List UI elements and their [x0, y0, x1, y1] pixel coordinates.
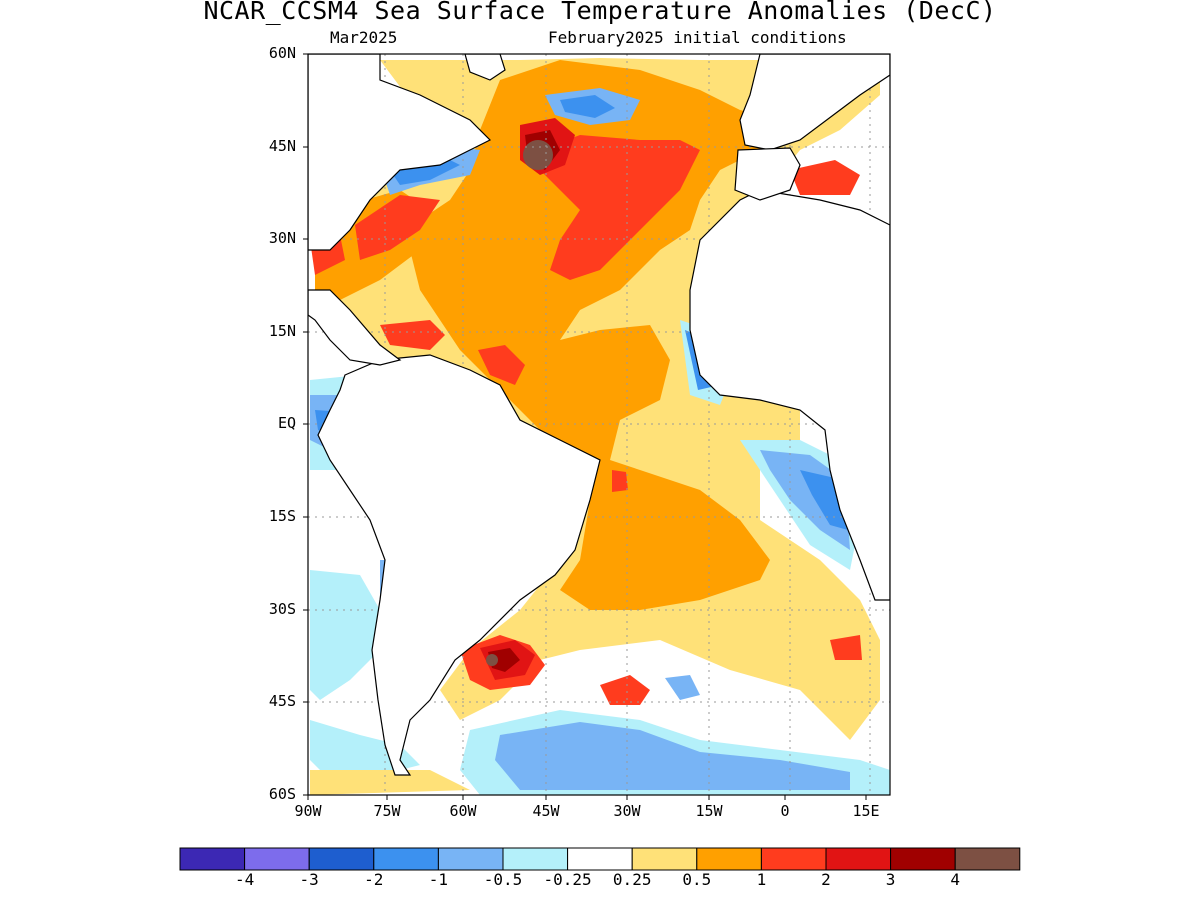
lat-label: 45S — [268, 692, 296, 710]
iberia — [734, 147, 801, 201]
forecast-month: Mar2025 — [330, 28, 398, 47]
anomaly-region — [600, 675, 650, 705]
colorbar-swatch — [179, 847, 246, 871]
colorbar-swatch — [502, 847, 569, 871]
colorbar-label: 0.25 — [612, 870, 652, 889]
central-america — [308, 289, 402, 366]
europe — [739, 54, 890, 151]
colorbar-swatch — [308, 847, 375, 871]
axis-ticks — [303, 53, 867, 800]
south-america — [317, 354, 601, 776]
lon-label: 75W — [373, 802, 401, 820]
anomaly-region — [310, 570, 380, 700]
anomaly-region — [830, 635, 862, 660]
colorbar-swatch — [760, 847, 827, 871]
anomaly-region — [612, 470, 628, 492]
colorbar-swatch — [890, 847, 956, 871]
continents — [308, 54, 890, 776]
africa — [689, 189, 890, 601]
lat-label: 30N — [268, 229, 296, 247]
anomaly-region — [790, 160, 860, 195]
anomaly-region — [540, 135, 700, 280]
lat-label: 45N — [268, 137, 296, 155]
lat-label: EQ — [277, 414, 296, 432]
lat-label: 30S — [268, 600, 296, 618]
lon-label: 15E — [852, 802, 880, 820]
colorbar-label: 1 — [756, 870, 767, 889]
anomaly-region — [355, 195, 440, 260]
colorbar-swatch — [631, 847, 698, 871]
lon-label: 90W — [294, 802, 322, 820]
colorbar-swatch — [954, 847, 1021, 871]
colorbar-swatch — [567, 847, 633, 871]
anomaly-region — [488, 648, 520, 672]
colorbar-swatch — [696, 847, 762, 871]
lat-label: 60N — [268, 44, 296, 62]
colorbar-swatch — [244, 847, 310, 871]
anomaly-region — [478, 345, 525, 385]
anomaly-region — [560, 95, 615, 118]
anomaly-region — [410, 60, 780, 610]
lat-label: 15N — [268, 322, 296, 340]
colorbar-label: -4 — [234, 870, 255, 889]
lat-label: 15S — [268, 507, 296, 525]
north-america — [308, 54, 492, 251]
lon-label: 45W — [532, 802, 560, 820]
anomaly-region — [310, 770, 470, 795]
anomaly-region — [760, 450, 850, 550]
colorbar-label: -0.5 — [483, 870, 523, 889]
lon-label: 0 — [780, 802, 790, 820]
colorbar-label: 2 — [821, 870, 831, 889]
colorbar-swatch — [825, 847, 892, 871]
lon-label: 60W — [449, 802, 477, 820]
colorbar-swatch — [373, 847, 439, 871]
colorbar-label: 3 — [885, 870, 896, 889]
colorbar-swatch — [437, 847, 504, 871]
colorbar-label: -0.25 — [543, 870, 592, 889]
greenland-iceland — [464, 54, 506, 81]
colorbar-label: -3 — [299, 870, 319, 889]
colorbar-label: -1 — [428, 870, 449, 889]
colorbar-label: 4 — [950, 870, 960, 889]
anomaly-region — [665, 675, 700, 700]
map-title: NCAR_CCSM4 Sea Surface Temperature Anoma… — [203, 0, 997, 25]
lat-label: 60S — [268, 785, 296, 803]
anomaly-region — [380, 320, 445, 350]
anomaly-region — [495, 722, 850, 790]
anomaly-region — [523, 140, 553, 170]
lon-label: 30W — [613, 802, 641, 820]
colorbar-label: 0.5 — [682, 870, 712, 889]
initial-conditions-label: February2025 initial conditions — [548, 28, 847, 47]
anomaly-region — [486, 654, 498, 666]
colorbar-label: -2 — [364, 870, 384, 889]
colorbar — [179, 847, 1021, 871]
lon-label: 15W — [695, 802, 723, 820]
